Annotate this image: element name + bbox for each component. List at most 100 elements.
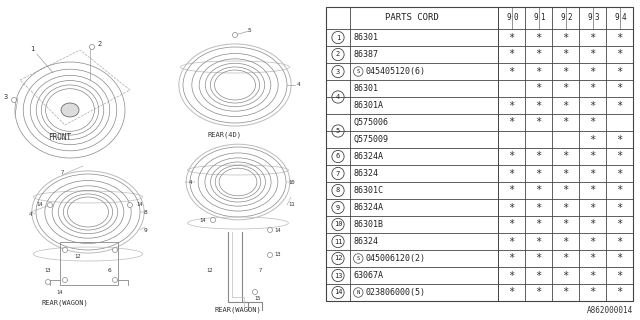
Text: 3: 3 <box>4 94 8 100</box>
Text: *: * <box>616 186 623 196</box>
Text: *: * <box>563 100 568 110</box>
Text: *: * <box>589 287 596 298</box>
Text: *: * <box>536 117 541 127</box>
Text: 9: 9 <box>506 13 511 22</box>
Text: 5: 5 <box>247 28 251 34</box>
Text: *: * <box>563 67 568 76</box>
Text: 15: 15 <box>255 295 261 300</box>
Text: 1: 1 <box>336 35 340 41</box>
Text: *: * <box>563 186 568 196</box>
Text: 11: 11 <box>289 203 295 207</box>
Text: *: * <box>508 186 515 196</box>
Text: *: * <box>616 151 623 162</box>
Circle shape <box>113 247 118 252</box>
Text: 13: 13 <box>333 273 342 278</box>
Text: *: * <box>536 236 541 246</box>
Text: *: * <box>616 253 623 263</box>
Text: 6: 6 <box>336 154 340 159</box>
Text: *: * <box>589 84 596 93</box>
Text: *: * <box>589 151 596 162</box>
Text: 9: 9 <box>587 13 592 22</box>
Text: 3: 3 <box>336 68 340 75</box>
Text: *: * <box>508 220 515 229</box>
Text: *: * <box>589 186 596 196</box>
Text: *: * <box>616 236 623 246</box>
Circle shape <box>63 277 67 283</box>
Text: 14: 14 <box>57 290 63 294</box>
Ellipse shape <box>61 103 79 117</box>
Text: Q575009: Q575009 <box>353 135 388 144</box>
Text: *: * <box>589 67 596 76</box>
Text: 4: 4 <box>621 13 626 22</box>
Circle shape <box>268 228 273 233</box>
Text: 13: 13 <box>275 252 281 258</box>
Text: *: * <box>616 169 623 179</box>
Text: 12: 12 <box>75 254 81 260</box>
Text: 6: 6 <box>108 268 112 273</box>
Text: *: * <box>563 203 568 212</box>
Text: 9: 9 <box>614 13 619 22</box>
Text: *: * <box>536 84 541 93</box>
Text: *: * <box>508 253 515 263</box>
Text: *: * <box>508 50 515 60</box>
Text: 3: 3 <box>594 13 599 22</box>
Circle shape <box>253 290 257 294</box>
Text: *: * <box>536 253 541 263</box>
Text: 86324A: 86324A <box>353 203 383 212</box>
Text: 86301A: 86301A <box>353 101 383 110</box>
Text: 9: 9 <box>143 228 147 233</box>
Text: *: * <box>589 134 596 145</box>
Text: PARTS CORD: PARTS CORD <box>385 13 439 22</box>
Text: *: * <box>563 117 568 127</box>
Text: *: * <box>589 117 596 127</box>
Text: S: S <box>356 69 360 74</box>
Circle shape <box>63 247 67 252</box>
Text: 86324A: 86324A <box>353 152 383 161</box>
Text: *: * <box>563 236 568 246</box>
Text: *: * <box>563 84 568 93</box>
Text: 0: 0 <box>513 13 518 22</box>
Text: *: * <box>536 287 541 298</box>
Text: 4: 4 <box>297 83 301 87</box>
Text: *: * <box>563 253 568 263</box>
Text: 86324: 86324 <box>353 169 378 178</box>
Text: *: * <box>616 100 623 110</box>
Text: *: * <box>536 220 541 229</box>
Circle shape <box>12 98 17 102</box>
Text: 7: 7 <box>336 171 340 177</box>
Text: *: * <box>536 100 541 110</box>
Circle shape <box>127 203 132 207</box>
Text: *: * <box>589 203 596 212</box>
Text: *: * <box>589 50 596 60</box>
Text: *: * <box>508 287 515 298</box>
Text: 9: 9 <box>336 204 340 211</box>
Circle shape <box>90 44 95 50</box>
Text: *: * <box>616 50 623 60</box>
Text: *: * <box>589 220 596 229</box>
Text: 045405120(6): 045405120(6) <box>365 67 425 76</box>
Text: 2: 2 <box>567 13 572 22</box>
Text: 86301C: 86301C <box>353 186 383 195</box>
Text: 11: 11 <box>333 238 342 244</box>
Text: 63067A: 63067A <box>353 271 383 280</box>
Text: *: * <box>563 220 568 229</box>
Text: *: * <box>508 33 515 43</box>
Text: REAR(4D): REAR(4D) <box>208 132 242 138</box>
Text: FRONT: FRONT <box>49 133 72 142</box>
Text: 4: 4 <box>188 180 191 185</box>
Text: REAR(WAGON): REAR(WAGON) <box>214 307 261 313</box>
Text: 9: 9 <box>533 13 538 22</box>
Text: 4: 4 <box>336 94 340 100</box>
Text: *: * <box>536 151 541 162</box>
Text: *: * <box>536 270 541 281</box>
Text: *: * <box>508 270 515 281</box>
Text: *: * <box>508 203 515 212</box>
Text: *: * <box>589 253 596 263</box>
Text: 10: 10 <box>333 221 342 228</box>
Text: 7: 7 <box>60 170 63 174</box>
Text: 2: 2 <box>98 41 102 47</box>
Text: 10: 10 <box>289 180 295 185</box>
Text: *: * <box>563 151 568 162</box>
Circle shape <box>268 252 273 258</box>
Text: 86324: 86324 <box>353 237 378 246</box>
